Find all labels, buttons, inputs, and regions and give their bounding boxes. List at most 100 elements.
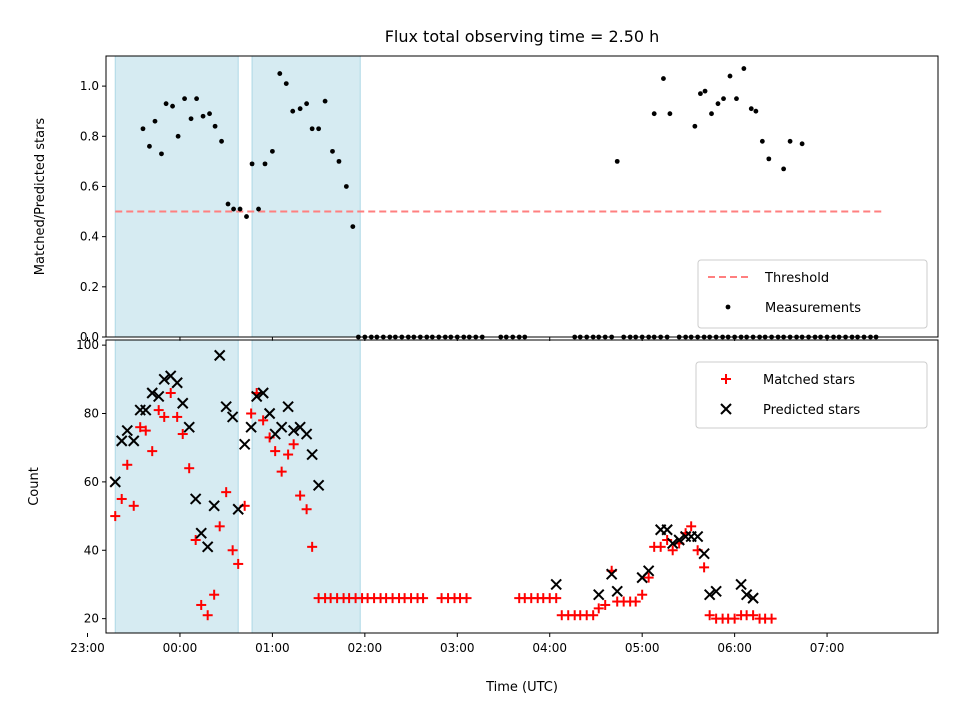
measurement-point <box>170 103 175 109</box>
measurement-point <box>140 126 146 132</box>
top-legend: Threshold Measurements <box>697 259 928 329</box>
matched-star-point <box>418 593 429 604</box>
measurement-point <box>256 206 261 212</box>
predicted-star-point <box>306 448 318 461</box>
matched-star-point <box>461 593 472 604</box>
measurement-point <box>741 66 747 71</box>
measurement-point <box>212 123 218 129</box>
axes-frame <box>105 55 939 338</box>
observing-window-0 <box>114 339 239 634</box>
observing-window-1 <box>251 339 361 634</box>
measurement-point <box>270 148 275 154</box>
matched-star-point <box>600 599 611 610</box>
matched-star-point <box>637 589 648 600</box>
measurement-point <box>194 96 199 102</box>
measurement-point <box>249 161 255 167</box>
predicted-star-point <box>201 541 214 553</box>
measurement-point <box>225 201 231 207</box>
y-tick-label: 40 <box>84 543 99 557</box>
matched-star-point <box>307 541 318 552</box>
measurement-point <box>787 138 793 144</box>
measurement-point <box>182 96 187 102</box>
x-tick-label: 23:00 <box>70 641 105 655</box>
matched-star-point <box>184 463 195 474</box>
y-axis-label: Matched/Predicted stars <box>33 118 48 276</box>
matched-star-point <box>202 610 213 621</box>
matched-star-point <box>233 558 244 569</box>
matched-star-point <box>221 487 232 498</box>
predicted-star-point <box>152 390 165 403</box>
measurement-point <box>667 111 673 117</box>
measurement-point <box>651 111 657 117</box>
matched-star-point <box>630 596 641 607</box>
measurement-point <box>316 126 322 132</box>
predicted-star-point <box>710 585 722 597</box>
measurement-point <box>304 101 310 107</box>
matched-star-point <box>766 613 777 624</box>
measurement-point <box>698 91 703 97</box>
predicted-star-point <box>611 585 623 597</box>
x-tick-label: 07:00 <box>810 641 845 655</box>
y-tick-label: 20 <box>84 612 99 626</box>
x-tick-label: 06:00 <box>717 641 752 655</box>
matched-star-point <box>258 415 269 426</box>
measurement-point <box>322 98 328 104</box>
matched-star-point <box>686 521 697 532</box>
matched-star-point <box>165 387 176 398</box>
matched-legend-label: Matched stars <box>763 373 855 388</box>
predicted-star-point <box>661 524 673 536</box>
predicted-star-point <box>666 537 679 550</box>
matched-star-point <box>288 439 299 450</box>
measurement-point <box>237 206 243 212</box>
measurement-point <box>207 111 212 117</box>
predicted-star-point <box>177 397 189 409</box>
predicted-star-point <box>312 479 325 492</box>
matched-star-point <box>227 545 238 556</box>
predicted-star-point <box>116 435 128 447</box>
matched-star-point <box>551 593 562 604</box>
measurement-point <box>152 118 158 124</box>
predicted-star-point <box>747 592 759 604</box>
measurement-point <box>766 156 772 162</box>
matched-star-point <box>729 613 740 624</box>
matched-star-point <box>699 562 710 573</box>
measurement-point <box>297 106 303 112</box>
legend-box <box>695 361 928 429</box>
y-tick-label: 0.8 <box>80 129 99 143</box>
predicted-star-point <box>300 428 313 440</box>
measurement-point <box>753 108 759 114</box>
matched-star-point <box>655 541 666 552</box>
matched-star-point <box>283 449 294 460</box>
matched-star-point <box>190 535 201 546</box>
measurement-point <box>163 101 169 107</box>
measurement-point <box>614 158 620 164</box>
matched-star-point <box>172 411 183 422</box>
measurement-point <box>330 148 335 154</box>
predicted-star-point <box>109 476 121 488</box>
matched-star-point <box>196 599 207 610</box>
predicted-star-point <box>605 568 618 580</box>
predicted-star-point <box>740 589 753 601</box>
predicted-star-point <box>171 377 183 389</box>
matched-star-point <box>667 545 678 556</box>
matched-star-point <box>295 490 306 501</box>
predicted-star-point <box>121 424 133 437</box>
measurement-legend-swatch <box>725 304 731 310</box>
predicted-star-point <box>703 589 716 601</box>
predicted-star-point <box>275 421 288 433</box>
x-tick-label: 05:00 <box>625 641 660 655</box>
y-tick-label: 80 <box>84 407 99 421</box>
predicted-star-point <box>220 400 232 413</box>
measurement-point <box>692 123 698 129</box>
bottom-legend: Matched stars Predicted stars <box>695 361 928 429</box>
measurement-point <box>350 224 356 230</box>
x-axis-label: Time (UTC) <box>485 680 558 695</box>
matched-star-point <box>593 603 604 614</box>
y-axis-label: Count <box>27 467 42 506</box>
chart-title: Flux total observing time = 2.50 h <box>385 27 660 46</box>
measurement-point <box>759 138 765 144</box>
measurement-point <box>721 96 726 102</box>
predicted-star-point <box>691 530 704 543</box>
y-tick-label: 60 <box>84 475 99 489</box>
axes-frame <box>105 339 939 634</box>
